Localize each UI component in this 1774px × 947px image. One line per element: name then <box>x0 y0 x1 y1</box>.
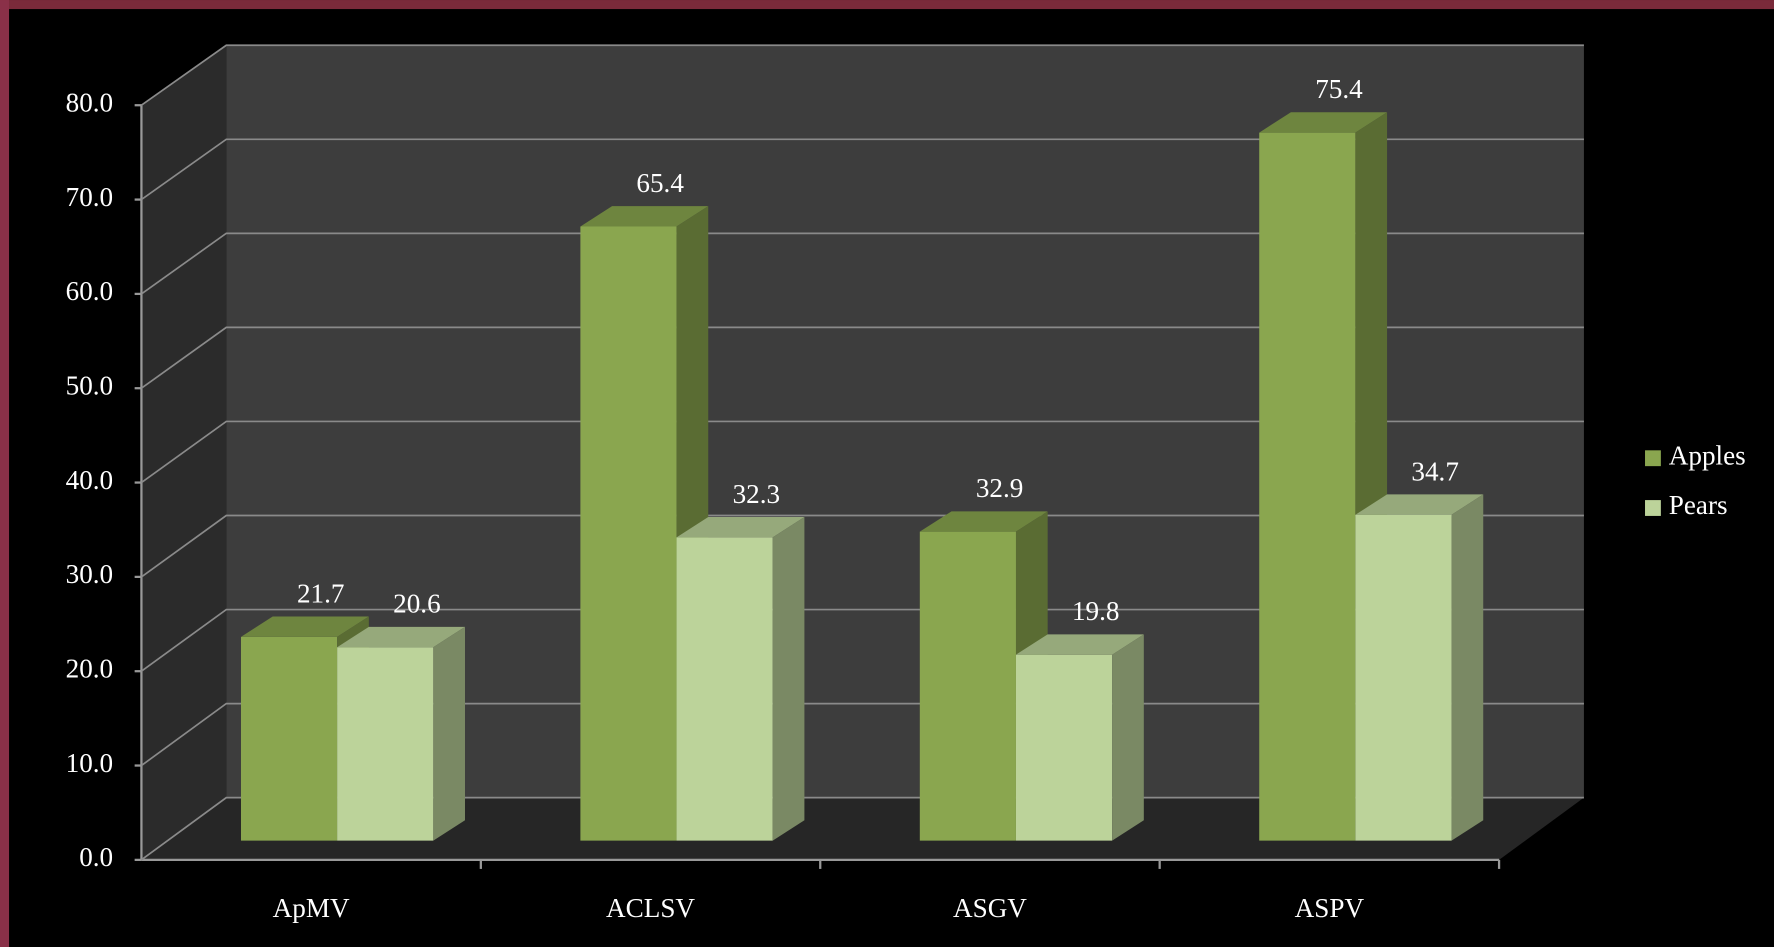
photo-strip <box>0 0 9 947</box>
bar-front <box>1355 515 1451 841</box>
bar <box>1355 494 1483 840</box>
bar-front <box>920 532 1016 841</box>
bar-front <box>580 226 676 840</box>
x-tick-label: ASPV <box>1295 893 1365 923</box>
data-label: 75.4 <box>1315 74 1363 104</box>
y-tick-label: 80.0 <box>66 87 114 117</box>
y-tick-label: 40.0 <box>66 465 114 495</box>
bar-side <box>1112 634 1144 840</box>
chart: 0.0 10.0 20.0 30.0 40.0 50.0 60.0 70.0 80.0 ApMV A… <box>0 0 1774 947</box>
bar-front <box>337 647 433 840</box>
bar-side <box>773 517 805 841</box>
legend-label: Pears <box>1669 490 1728 520</box>
data-label: 32.3 <box>733 479 781 509</box>
data-label: 19.8 <box>1072 596 1120 626</box>
x-tick-label: ASGV <box>953 893 1027 923</box>
y-tick-label: 60.0 <box>66 276 114 306</box>
x-tick-label: ACLSV <box>606 893 695 923</box>
y-tick-label: 70.0 <box>66 182 114 212</box>
bar <box>337 627 465 841</box>
bar-front <box>1259 133 1355 841</box>
bar-side <box>433 627 465 841</box>
photo-strip <box>0 0 1774 9</box>
bar-front <box>1016 655 1112 841</box>
data-label: 34.7 <box>1411 456 1459 486</box>
y-tick-label: 20.0 <box>66 653 114 683</box>
bar-side <box>1452 494 1484 840</box>
bar-front <box>241 637 337 841</box>
legend-swatch <box>1645 450 1661 466</box>
data-label: 65.4 <box>636 168 684 198</box>
bar <box>1016 634 1144 840</box>
y-tick-label: 0.0 <box>79 842 113 872</box>
x-tick-label: ApMV <box>273 893 350 923</box>
bar <box>677 517 805 841</box>
bar-front <box>677 537 773 840</box>
y-tick-label: 50.0 <box>66 370 114 400</box>
legend-swatch <box>1645 500 1661 516</box>
y-tick-label: 30.0 <box>66 559 114 589</box>
data-label: 20.6 <box>393 589 441 619</box>
y-tick-label: 10.0 <box>66 748 114 778</box>
data-label: 21.7 <box>297 578 345 608</box>
page: {"chart_data": {"type": "bar3d", "catego… <box>0 0 1774 947</box>
legend-label: Apples <box>1669 440 1746 470</box>
data-label: 32.9 <box>976 473 1023 503</box>
